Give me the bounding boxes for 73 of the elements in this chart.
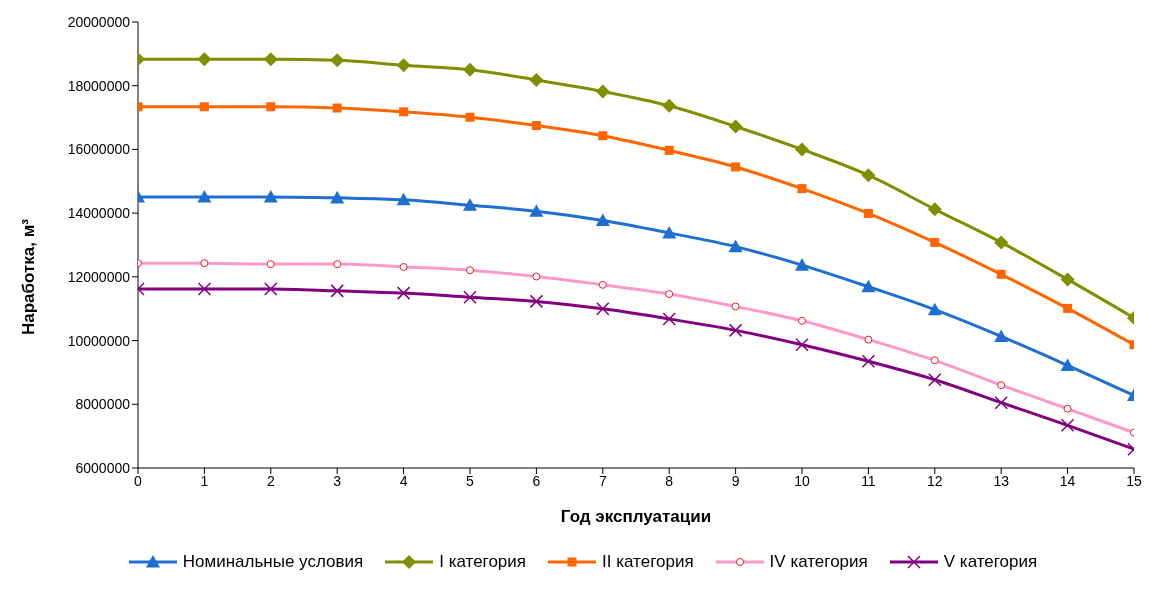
x-tick-label: 4 <box>399 472 408 489</box>
point <box>199 102 209 112</box>
point <box>795 258 809 271</box>
point <box>996 269 1006 279</box>
point <box>994 329 1009 343</box>
point <box>861 279 876 293</box>
legend-label: V категория <box>943 552 1038 572</box>
point <box>728 239 743 253</box>
point <box>330 53 345 68</box>
point <box>994 235 1009 250</box>
x-tick-label: 8 <box>665 472 674 489</box>
y-tick-label: 12000000 <box>67 268 131 285</box>
point <box>728 119 743 134</box>
point <box>927 302 942 316</box>
point <box>463 62 477 77</box>
y-tick-label: 14000000 <box>67 205 131 222</box>
point <box>396 58 411 73</box>
point <box>861 168 876 183</box>
point <box>927 202 942 217</box>
point <box>662 225 677 239</box>
point <box>598 131 608 141</box>
point <box>463 198 477 211</box>
x-tick-label: 7 <box>598 472 607 489</box>
x-tick-label: 14 <box>1059 472 1076 489</box>
point <box>197 189 212 203</box>
x-tick-label: 0 <box>134 472 143 489</box>
x-tick-label: 5 <box>466 472 475 489</box>
x-tick-label: 1 <box>200 472 209 489</box>
point <box>263 189 278 203</box>
x-tick-label: 13 <box>993 472 1010 489</box>
y-tick-label: 18000000 <box>67 77 131 94</box>
y-axis-title: Наработка, м³ <box>19 218 39 335</box>
point <box>465 112 475 122</box>
y-tick-label: 10000000 <box>67 332 131 349</box>
point <box>531 121 541 131</box>
point <box>664 145 674 155</box>
point <box>197 52 212 67</box>
y-tick-label: 16000000 <box>67 141 131 158</box>
point <box>266 102 276 112</box>
point <box>529 204 544 217</box>
point <box>1060 272 1075 287</box>
point <box>731 162 741 172</box>
legend-label: I категория <box>439 552 527 572</box>
x-tick-label: 9 <box>731 472 740 489</box>
x-tick-label: 3 <box>333 472 342 489</box>
point <box>399 107 409 117</box>
point <box>396 192 411 206</box>
y-tick-label: 8000000 <box>75 396 131 413</box>
x-tick-label: 12 <box>927 472 943 489</box>
y-tick-label: 6000000 <box>75 459 131 476</box>
point <box>595 84 610 99</box>
point <box>1060 358 1075 372</box>
point <box>332 103 342 113</box>
point <box>795 142 809 157</box>
y-tick-label: 20000000 <box>67 13 131 30</box>
x-tick-label: 10 <box>794 472 810 489</box>
x-tick-label: 2 <box>266 472 275 489</box>
point <box>662 98 677 113</box>
point <box>263 52 278 67</box>
x-tick-label: 15 <box>1126 472 1142 489</box>
point <box>330 190 345 204</box>
point <box>595 213 610 227</box>
point <box>863 208 873 218</box>
point <box>1063 303 1073 313</box>
x-axis-title: Год эксплуатации <box>560 507 712 526</box>
point <box>529 72 544 87</box>
x-tick-label: 6 <box>532 472 541 489</box>
legend-label: IV категория <box>769 552 868 572</box>
point <box>930 237 940 247</box>
x-tick-label: 11 <box>861 472 876 489</box>
legend-label: Номинальные условия <box>182 552 364 572</box>
legend-label: II категория <box>602 552 694 572</box>
point <box>797 184 807 194</box>
